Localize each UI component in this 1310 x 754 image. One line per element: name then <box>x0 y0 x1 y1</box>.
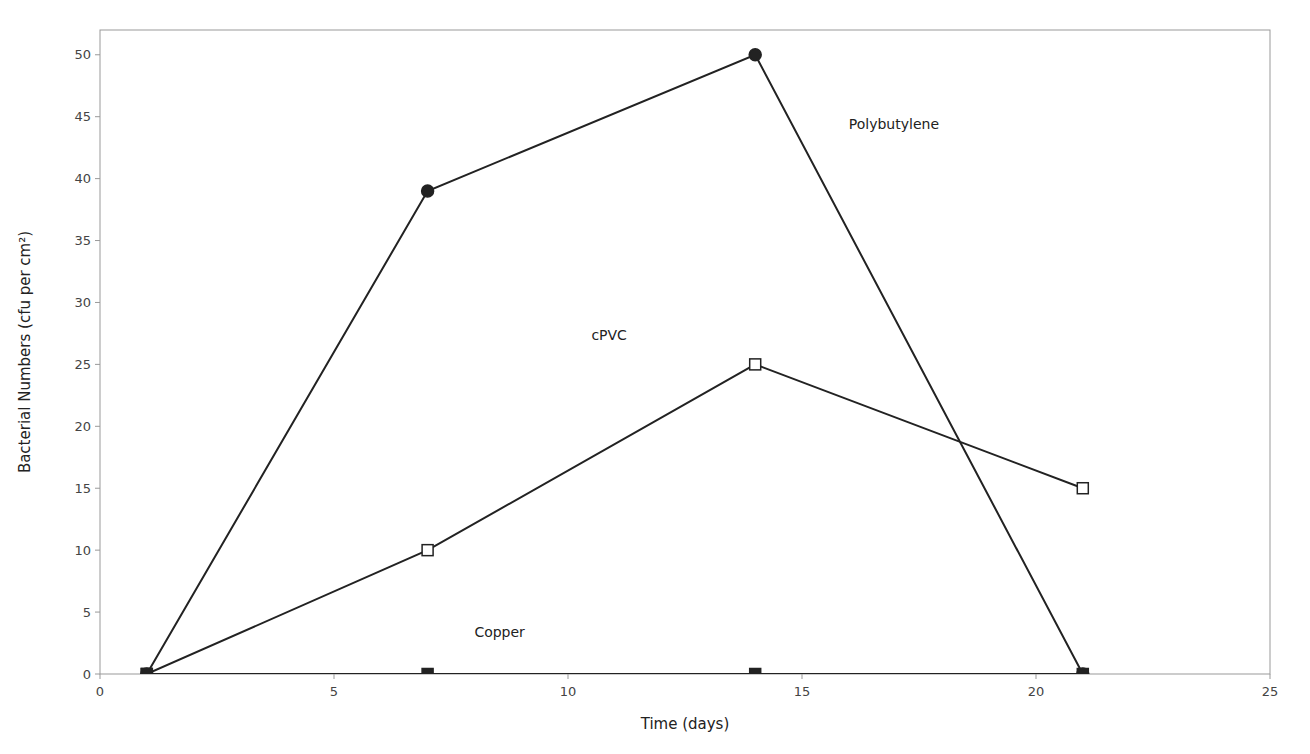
y-tick-label: 20 <box>74 419 91 434</box>
y-tick <box>95 302 100 303</box>
annotation: cPVC <box>591 327 627 343</box>
point <box>1077 669 1088 675</box>
point <box>141 668 153 674</box>
x-tick-label: 15 <box>794 684 811 699</box>
x-tick <box>100 674 101 679</box>
y-tick <box>95 178 100 179</box>
series-line <box>147 364 1083 674</box>
y-tick <box>95 488 100 489</box>
y-tick <box>95 550 100 551</box>
series <box>141 669 1088 675</box>
x-tick <box>334 674 335 679</box>
x-tick-label: 10 <box>560 684 577 699</box>
point <box>422 669 433 675</box>
plot-frame <box>100 30 1270 674</box>
series <box>141 359 1088 674</box>
y-tick-label: 0 <box>83 667 91 682</box>
y-tick-label: 15 <box>74 481 91 496</box>
x-tick-label: 0 <box>96 684 104 699</box>
x-tick-label: 25 <box>1262 684 1279 699</box>
y-tick-label: 30 <box>74 295 91 310</box>
point <box>141 669 152 675</box>
plot-marks <box>141 49 1089 674</box>
x-tick <box>1036 674 1037 679</box>
x-tick-label: 5 <box>330 684 338 699</box>
y-tick-label: 45 <box>74 109 91 124</box>
y-axis: 0 5 10 15 20 25 30 35 40 45 50 <box>74 47 100 681</box>
point <box>422 545 433 556</box>
y-tick-label: 25 <box>74 357 91 372</box>
y-tick <box>95 426 100 427</box>
point <box>750 359 761 370</box>
point <box>749 49 761 61</box>
y-tick <box>95 612 100 613</box>
chart-svg: 0 5 10 15 20 25 0 5 10 15 20 25 30 35 40 45 50 Time (days… <box>0 0 1310 754</box>
x-axis: 0 5 10 15 20 25 <box>96 674 1278 699</box>
x-axis-label: Time (days) <box>640 715 730 733</box>
y-tick-label: 35 <box>74 233 91 248</box>
point <box>141 669 152 675</box>
point <box>422 185 434 197</box>
point <box>750 669 761 675</box>
y-tick-label: 10 <box>74 543 91 558</box>
y-tick <box>95 54 100 55</box>
series-line <box>147 673 1083 674</box>
point <box>1077 668 1089 674</box>
y-tick <box>95 116 100 117</box>
y-axis-label: Bacterial Numbers (cfu per cm²) <box>16 231 34 473</box>
x-tick <box>1270 674 1271 679</box>
y-tick-label: 50 <box>74 47 91 62</box>
x-tick-label: 20 <box>1028 684 1045 699</box>
annotations: Polybutylene cPVC Copper <box>474 116 939 640</box>
x-tick <box>568 674 569 679</box>
x-tick <box>802 674 803 679</box>
series <box>141 49 1089 674</box>
annotation: Polybutylene <box>849 116 939 132</box>
y-tick-label: 40 <box>74 171 91 186</box>
chart-container: 0 5 10 15 20 25 0 5 10 15 20 25 30 35 40 45 50 Time (days… <box>0 0 1310 754</box>
y-tick <box>95 674 100 675</box>
y-tick <box>95 240 100 241</box>
series-line <box>147 55 1083 674</box>
annotation: Copper <box>474 624 525 640</box>
y-tick <box>95 364 100 365</box>
y-tick-label: 5 <box>83 605 91 620</box>
point <box>1077 483 1088 494</box>
